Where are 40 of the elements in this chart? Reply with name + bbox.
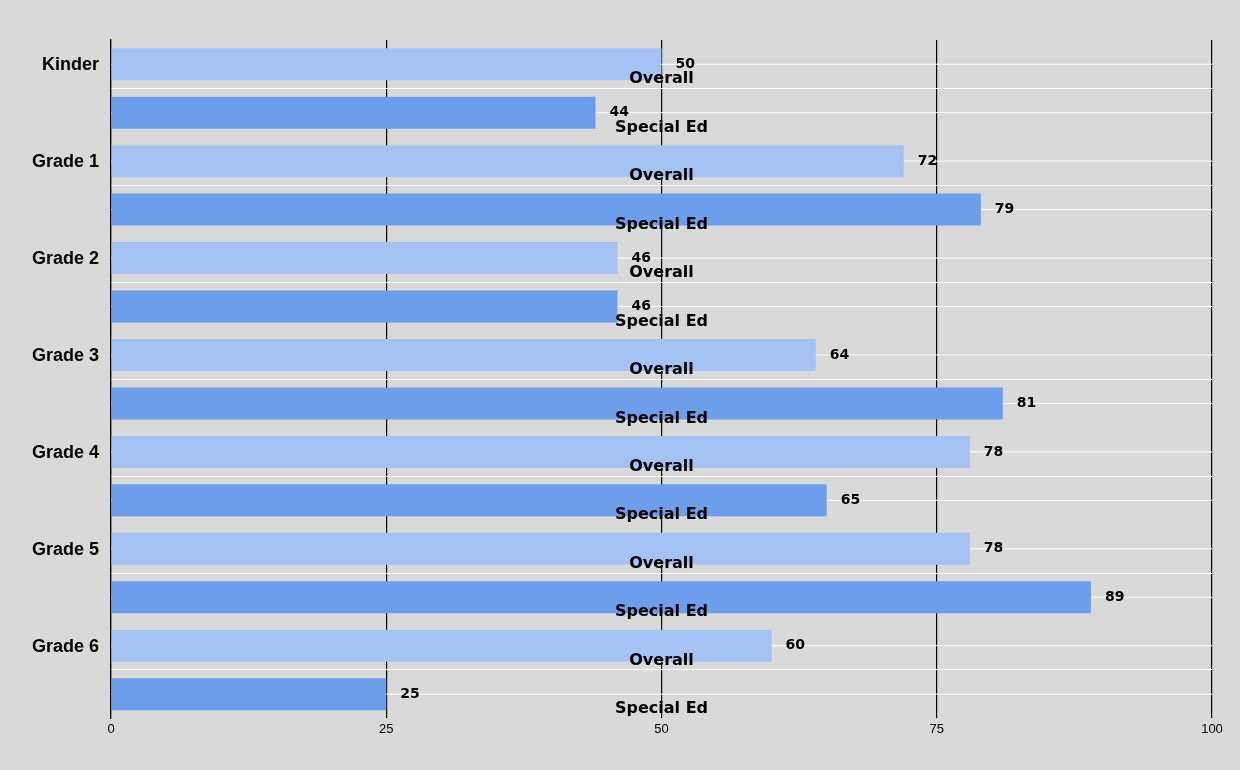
x-tick-label: 100: [1201, 720, 1223, 736]
y-tick-label: Grade 2: [31, 248, 100, 269]
y-tick-label: Grade 1: [31, 151, 100, 172]
x-tick-label: 0: [107, 720, 115, 736]
x-tick-label: 50: [654, 720, 669, 736]
data-label: 81: [1016, 394, 1037, 411]
bar: [111, 290, 618, 323]
data-label: 72: [917, 151, 938, 168]
text: Special Ed: [615, 504, 709, 524]
data-label: 46: [631, 297, 651, 314]
text: Overall: [629, 552, 694, 572]
x-tick-label: 25: [379, 720, 394, 736]
text: Overall: [629, 649, 694, 669]
y-tick-label: Kinder: [42, 54, 100, 75]
data-label: 89: [1104, 587, 1125, 604]
y-tick-label: Grade 6: [31, 635, 100, 656]
data-label: 78: [983, 442, 1004, 459]
y-tick-label: Grade 4: [31, 442, 100, 463]
bar: [111, 145, 904, 178]
data-label: 44: [609, 103, 630, 120]
text: Special Ed: [615, 601, 709, 621]
data-label: 50: [675, 54, 696, 71]
bar: [111, 96, 596, 129]
bar: [111, 678, 387, 711]
data-label: 60: [785, 636, 806, 653]
y-tick-label: Grade 5: [31, 539, 100, 559]
data-label: 25: [400, 684, 420, 701]
text: Overall: [629, 165, 694, 185]
text: Overall: [629, 359, 694, 379]
text: Special Ed: [615, 407, 709, 427]
data-label: 64: [829, 345, 850, 362]
text: Overall: [629, 456, 694, 476]
y-tick-label: Grade 3: [31, 345, 100, 366]
data-label: 79: [994, 200, 1015, 217]
data-label: 65: [840, 490, 861, 507]
bar: [111, 242, 618, 275]
x-tick-label: 75: [929, 720, 944, 736]
series-label: Special Ed: [615, 213, 709, 233]
data-label: 46: [631, 248, 651, 265]
data-label: 78: [983, 539, 1004, 556]
